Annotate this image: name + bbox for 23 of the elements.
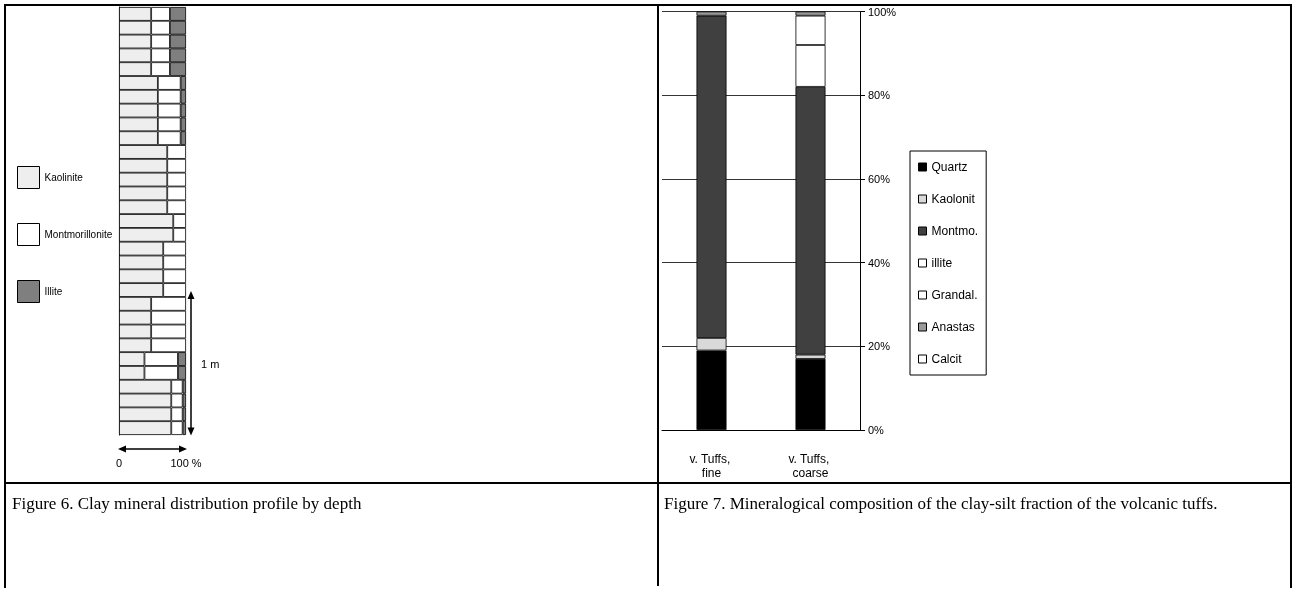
legend-label: Kaolonit	[931, 192, 976, 206]
y-tick-label: 60%	[868, 172, 891, 185]
legend-label: illite	[931, 256, 953, 270]
y-tick-label: 20%	[868, 340, 891, 353]
legend-label: Montmorillonite	[44, 229, 113, 240]
y-tick-label: 100%	[868, 5, 897, 18]
x-tick-label: v. Tuffs, fine	[689, 452, 734, 480]
text: Figure 7. Mineralogical composition of the clay-silt fraction of the volcanic tuffs.	[664, 493, 1219, 514]
legend-label: Montmo.	[931, 224, 979, 238]
x-tick-label: 100 %	[170, 456, 202, 469]
legend-label: Kaolinite	[44, 172, 84, 183]
y-tick-label: 80%	[868, 89, 891, 102]
y-tick-label: 0%	[868, 424, 885, 436]
legend-label: Calcit	[931, 352, 963, 366]
y-tick-label: 40%	[868, 256, 891, 269]
legend-label: Anastas	[931, 320, 975, 334]
legend-label: Illite	[44, 286, 63, 297]
text: Figure 6. Clay mineral distribution profile by depth	[12, 493, 363, 514]
text: 1 m	[201, 357, 220, 370]
x-tick-label: 0	[115, 456, 123, 469]
legend-label: Grandal.	[931, 288, 978, 302]
x-tick-label: v. Tuffs, coarse	[788, 452, 833, 480]
legend-label: Quartz	[931, 160, 968, 174]
